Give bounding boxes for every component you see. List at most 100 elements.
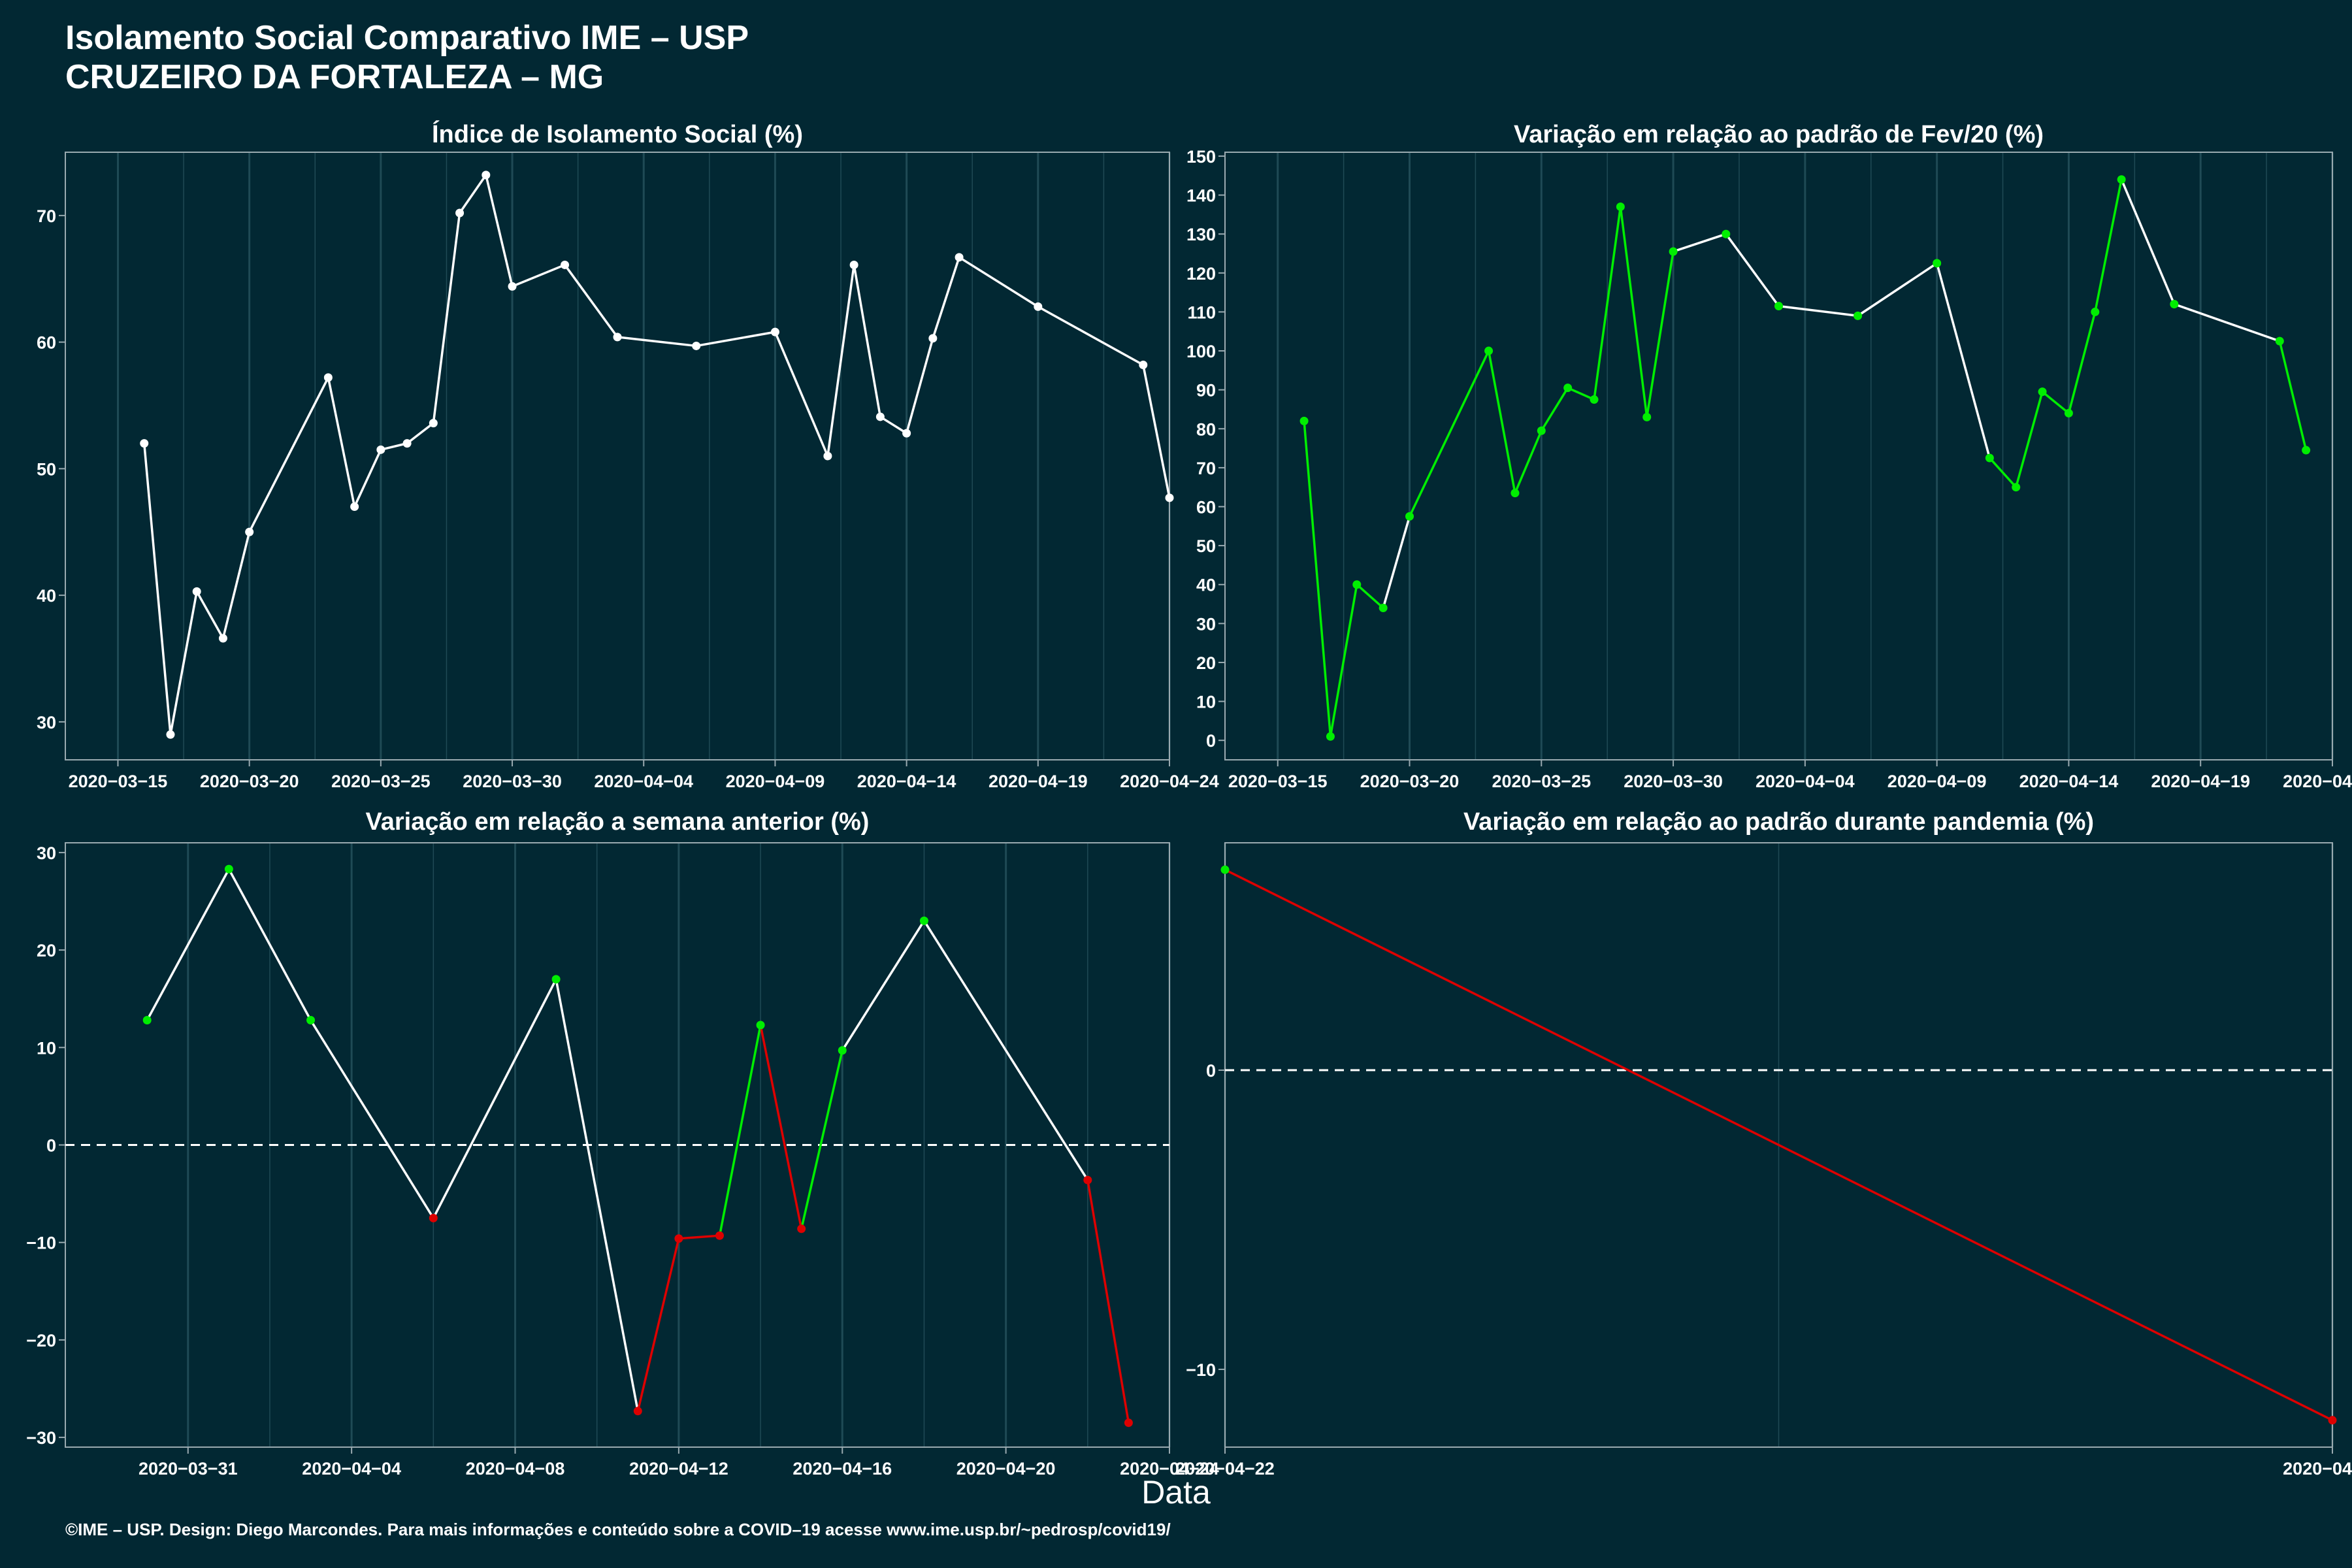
x-tick-label: 2020−03−25 <box>331 772 431 791</box>
y-tick-label: 30 <box>37 713 56 732</box>
y-tick-label: −20 <box>26 1331 56 1350</box>
series-segment <box>485 174 514 287</box>
series-segment <box>1593 206 1622 400</box>
data-point <box>1165 493 1174 502</box>
data-point <box>224 864 233 874</box>
data-point <box>1139 361 1148 369</box>
series-segment <box>1329 584 1358 737</box>
data-point <box>142 1016 152 1025</box>
y-tick-label: 30 <box>1196 614 1216 634</box>
panel-frame <box>1224 842 2333 1448</box>
panel-title: Variação em relação a semana anterior (%… <box>366 808 870 836</box>
data-point <box>849 260 858 269</box>
data-point <box>1642 412 1652 421</box>
series-segment <box>696 331 776 348</box>
data-point <box>2064 408 2073 417</box>
series-segment <box>1514 430 1543 494</box>
y-tick-label: 10 <box>37 1038 56 1058</box>
data-point <box>1405 512 1414 521</box>
data-point <box>1326 732 1335 741</box>
data-point <box>613 333 622 342</box>
series-segment <box>826 265 855 457</box>
data-point <box>1563 384 1573 393</box>
data-point <box>376 445 385 454</box>
x-tick-label: 2020−03−30 <box>1624 772 1723 791</box>
x-tick-label: 2020−04−20 <box>956 1459 1056 1478</box>
series-segment <box>2174 302 2280 342</box>
series-segment <box>2094 179 2123 312</box>
panel-frame <box>65 152 1170 760</box>
series-segment <box>432 979 557 1219</box>
data-point <box>218 634 227 643</box>
data-point <box>245 527 254 536</box>
series-segment <box>1935 263 1991 459</box>
data-point <box>551 975 561 984</box>
data-point <box>1352 580 1362 589</box>
data-point <box>756 1021 765 1030</box>
series-segment <box>406 422 434 445</box>
y-tick-label: 80 <box>1196 419 1216 439</box>
data-point <box>306 1016 316 1025</box>
x-tick-label: 2020−04−04 <box>1756 772 1855 791</box>
series-segment <box>555 979 640 1412</box>
data-point <box>2302 446 2311 455</box>
x-tick-label: 2020−04−24 <box>1120 772 1219 791</box>
data-point <box>823 451 832 461</box>
x-tick-label: 2020−04−24 <box>1120 1459 1219 1478</box>
series-segment <box>1037 305 1144 367</box>
data-point <box>192 587 201 596</box>
data-point <box>402 439 412 448</box>
series-segment <box>853 265 882 417</box>
x-tick-label: 2020−04−14 <box>857 772 956 791</box>
x-tick-label: 2020−04−04 <box>302 1459 401 1478</box>
data-point <box>2275 336 2284 346</box>
data-point <box>797 1224 806 1233</box>
data-point <box>902 429 911 438</box>
data-point <box>1985 453 1994 463</box>
x-tick-label: 2020−04−16 <box>792 1459 892 1478</box>
y-tick-label: 0 <box>46 1136 56 1156</box>
series-segment <box>1567 387 1595 401</box>
data-point <box>429 1213 438 1222</box>
x-tick-label: 2020−04−23 <box>2283 1459 2352 1478</box>
y-tick-label: 50 <box>37 459 56 479</box>
series-segment <box>2041 391 2070 414</box>
chart-panel-2: Variação em relação ao padrão de Fev/20 … <box>1186 121 2352 791</box>
footer-credit: ©IME – USP. Design: Diego Marcondes. Par… <box>65 1520 1171 1539</box>
x-tick-label: 2020−03−20 <box>1360 772 1460 791</box>
y-tick-label: 70 <box>37 206 56 226</box>
y-tick-label: 20 <box>1196 653 1216 673</box>
data-point <box>508 282 517 291</box>
series-segment <box>1673 233 1727 253</box>
y-tick-label: 120 <box>1186 264 1216 284</box>
series-segment <box>800 1050 843 1230</box>
panel-frame <box>1224 152 2333 760</box>
x-tick-label: 2020−04−09 <box>1887 772 1987 791</box>
data-point <box>692 341 701 350</box>
x-tick-label: 2020−03−15 <box>69 772 168 791</box>
series-segment <box>380 442 408 451</box>
series-segment <box>221 531 251 639</box>
data-point <box>482 171 491 180</box>
data-point <box>429 419 438 428</box>
data-point <box>770 327 779 336</box>
x-tick-label: 2020−04−09 <box>726 772 825 791</box>
data-point <box>1854 311 1863 320</box>
panel-title: Índice de Isolamento Social (%) <box>432 120 803 148</box>
series-segment <box>2278 340 2308 451</box>
series-segment <box>678 1234 720 1240</box>
data-point <box>875 412 885 421</box>
series-segment <box>432 212 461 423</box>
data-point <box>1722 229 1731 238</box>
series-segment <box>958 256 1039 308</box>
y-tick-label: 140 <box>1186 186 1216 206</box>
y-tick-label: 100 <box>1186 342 1216 361</box>
series-segment <box>1989 457 2017 488</box>
series-segment <box>1487 350 1516 493</box>
x-tick-label: 2020−03−30 <box>463 772 562 791</box>
series-segment <box>1303 421 1332 737</box>
data-point <box>455 208 465 218</box>
x-tick-label: 2020−03−15 <box>1228 772 1328 791</box>
chart-panel-3: Variação em relação a semana anterior (%… <box>26 808 1219 1478</box>
